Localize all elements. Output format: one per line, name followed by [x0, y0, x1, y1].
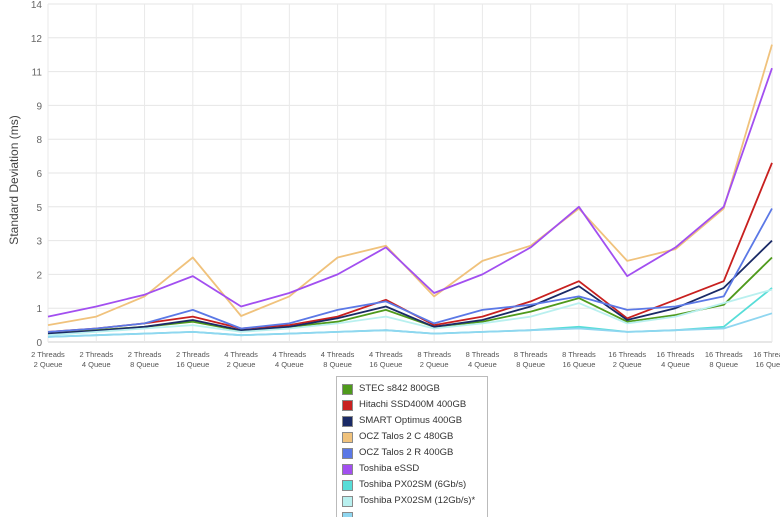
x-tick-label: 2 Threads [128, 350, 162, 359]
legend: STEC s842 800GB Hitachi SSD400M 400GB SMAR… [336, 376, 488, 517]
x-tick-label: 8 Queue [516, 360, 545, 369]
x-tick-label: 4 Threads [321, 350, 355, 359]
legend-swatch [342, 464, 353, 475]
y-tick-label: 5 [36, 203, 42, 214]
legend-label: OCZ Talos 2 C 480GB [359, 431, 454, 442]
gridlines [47, 3, 773, 343]
y-tick-label: 1 [36, 304, 42, 315]
x-tick-label: 2 Threads [176, 350, 210, 359]
y-tick-label: 0 [36, 338, 42, 349]
legend-swatch [342, 496, 353, 507]
x-tick-label: 4 Queue [275, 360, 304, 369]
legend-swatch [342, 480, 353, 491]
legend-swatch [342, 432, 353, 443]
series-lines [47, 44, 773, 338]
x-tick-label: 2 Threads [31, 350, 65, 359]
x-tick-label: 8 Queue [323, 360, 352, 369]
legend-label: Hitachi SSD400M 400GB [359, 399, 467, 410]
y-tick-label: 3 [36, 237, 42, 248]
y-axis-label: Standard Deviation (ms) [7, 115, 21, 244]
x-tick-label: 4 Threads [273, 350, 307, 359]
series-line-8 [47, 288, 773, 337]
y-tick-label: 12 [31, 34, 43, 45]
x-tick-label: 16 Threads [608, 350, 646, 359]
legend-swatch [342, 512, 353, 517]
x-tick-label: 4 Threads [224, 350, 258, 359]
legend-swatch [342, 400, 353, 411]
x-tick-label: 8 Threads [562, 350, 596, 359]
x-tick-label: 4 Queue [468, 360, 497, 369]
x-tick-label: 4 Queue [661, 360, 690, 369]
legend-label: Toshiba PX02SM (12Gb/s)* [359, 495, 476, 506]
x-tick-label: 16 Threads [657, 350, 695, 359]
y-tick-label: 14 [31, 0, 43, 11]
series-line-3 [47, 239, 773, 335]
legend-swatch [342, 448, 353, 459]
x-tick-label: 16 Queue [176, 360, 209, 369]
x-tick-label: 2 Queue [420, 360, 449, 369]
legend-label: Toshiba eSSD [359, 463, 420, 474]
series-line-5 [47, 208, 773, 333]
y-tick-label: 8 [36, 135, 42, 146]
x-tick-label: 16 Queue [562, 360, 595, 369]
x-tick-label: 8 Threads [417, 350, 451, 359]
legend-swatch [342, 416, 353, 427]
legend-swatch [342, 384, 353, 395]
legend-label: OCZ Talos 2 R 400GB [359, 447, 454, 458]
y-tick-label: 6 [36, 169, 42, 180]
series-line-4 [47, 44, 773, 326]
x-tick-label: 2 Threads [79, 350, 113, 359]
x-tick-label: 4 Queue [82, 360, 111, 369]
legend-label: STEC s842 800GB [359, 383, 440, 394]
series-line-6 [47, 67, 773, 318]
x-tick-label: 16 Queue [756, 360, 780, 369]
y-tick-label: 11 [32, 68, 43, 79]
x-tick-label: 8 Queue [130, 360, 159, 369]
series-line-9 [47, 312, 773, 338]
x-tick-label: 16 Threads [753, 350, 780, 359]
x-tick-label: 8 Threads [466, 350, 500, 359]
x-tick-label: 2 Queue [613, 360, 642, 369]
x-tick-label: 8 Threads [514, 350, 548, 359]
x-tick-label: 2 Queue [227, 360, 256, 369]
x-tick-label: 2 Queue [34, 360, 63, 369]
x-tick-label: 16 Threads [705, 350, 743, 359]
legend-label: Toshiba PX02SM (6Gb/s) [359, 479, 467, 490]
y-tick-label: 9 [36, 101, 42, 112]
x-tick-label: 8 Queue [709, 360, 738, 369]
y-tick-label: 2 [36, 270, 42, 281]
x-tick-label: 4 Threads [369, 350, 403, 359]
legend-label: SMART Optimus 400GB [359, 415, 463, 426]
x-tick-label: 16 Queue [369, 360, 402, 369]
